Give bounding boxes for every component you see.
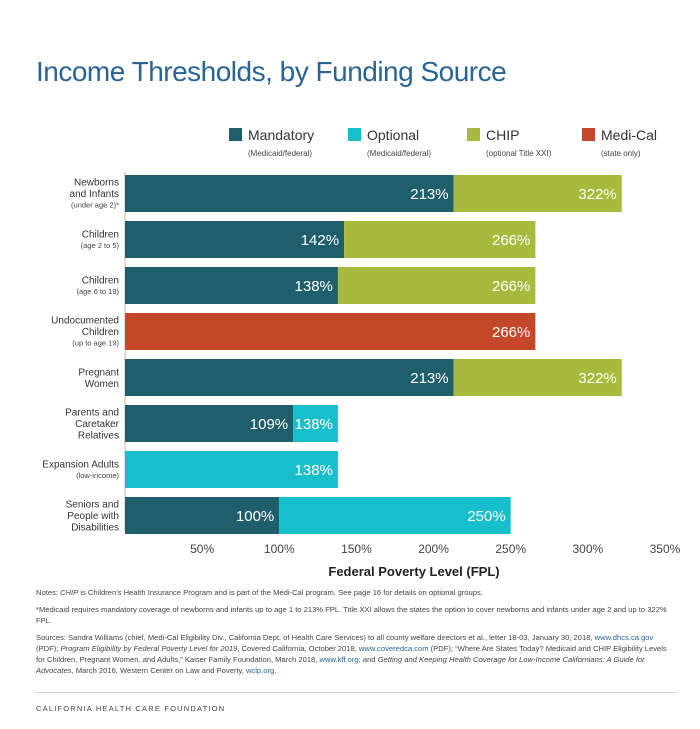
note-chip-term: CHIP bbox=[60, 588, 79, 597]
x-axis-title: Federal Poverty Level (FPL) bbox=[328, 564, 499, 579]
bar-2-segment-chip bbox=[344, 221, 536, 258]
notes-section: Notes: CHIP is Children’s Health Insuran… bbox=[36, 587, 676, 682]
bar-5-label-chip: 322% bbox=[578, 370, 616, 387]
legend-sub-optional: (Medicaid/federal) bbox=[367, 149, 431, 158]
category-sublabel-3: (age 6 to 19) bbox=[76, 287, 119, 296]
source-text-c: , Covered California, October 2018, bbox=[237, 644, 359, 653]
category-label-6-line-1: Parents and bbox=[65, 408, 119, 419]
source-link-dhcs[interactable]: www.dhcs.ca.gov bbox=[594, 633, 654, 642]
bar-1-segment-mandatory bbox=[125, 175, 454, 212]
note-chip: Notes: CHIP is Children’s Health Insuran… bbox=[36, 587, 676, 598]
sources: Sources: Sandra Williams (chief, Medi-Ca… bbox=[36, 632, 676, 676]
category-label-6-line-2: Caretaker bbox=[75, 419, 120, 430]
x-tick-label-50: 50% bbox=[190, 542, 214, 556]
note-prefix: Notes: bbox=[36, 588, 61, 597]
bar-2-label-chip: 266% bbox=[492, 232, 530, 249]
category-sublabel-1: (under age 2)* bbox=[71, 201, 119, 210]
bar-5-segment-chip bbox=[453, 359, 622, 396]
category-sublabel-4: (up to age 19) bbox=[72, 339, 119, 348]
chart-title: Income Thresholds, by Funding Source bbox=[36, 56, 507, 87]
x-tick-label-250: 250% bbox=[495, 542, 526, 556]
source-text-d: (PDF); “Where Are States Today? Medicaid… bbox=[36, 644, 667, 664]
legend-swatch-medi_cal bbox=[582, 128, 595, 141]
bar-6-segment-mandatory bbox=[125, 405, 294, 442]
bar-3-segment-chip bbox=[337, 267, 536, 304]
bar-8-label-mandatory: 100% bbox=[236, 508, 274, 525]
category-label-3-line-1: Children bbox=[82, 275, 119, 286]
bar-3-segment-mandatory bbox=[125, 267, 338, 304]
bar-1-label-mandatory: 213% bbox=[410, 186, 448, 203]
bar-2-label-mandatory: 142% bbox=[301, 232, 339, 249]
note-chip-text: is Children’s Health Insurance Program a… bbox=[78, 588, 483, 597]
bar-4-label-medi_cal: 266% bbox=[492, 324, 530, 341]
footer-divider bbox=[36, 692, 676, 693]
source-link-wclp[interactable]: wclp.org bbox=[245, 666, 275, 675]
legend-sub-chip: (optional Title XXI) bbox=[486, 149, 552, 158]
category-label-6-line-3: Relatives bbox=[78, 431, 119, 442]
bar-2-segment-mandatory bbox=[125, 221, 345, 258]
source-text-g: . bbox=[274, 666, 277, 675]
bar-6-label-optional: 138% bbox=[295, 416, 333, 433]
source-text-b: (PDF); bbox=[36, 644, 61, 653]
category-label-4-line-2: Children bbox=[82, 327, 119, 338]
x-tick-label-350: 350% bbox=[650, 542, 681, 556]
category-label-7-line-1: Expansion Adults bbox=[42, 459, 119, 470]
category-label-5-line-2: Women bbox=[85, 379, 119, 390]
legend-label-medi_cal: Medi-Cal bbox=[601, 127, 657, 143]
bar-7-segment-optional bbox=[125, 451, 338, 488]
source-text-a: Sources: Sandra Williams (chief, Medi-Ca… bbox=[36, 633, 595, 642]
bar-7-label-optional: 138% bbox=[295, 462, 333, 479]
source-link-coveredca[interactable]: www.coveredca.com bbox=[358, 644, 429, 653]
source-title-1: Program Eligibility by Federal Poverty L… bbox=[60, 644, 238, 653]
category-sublabel-7: (low-income) bbox=[76, 471, 119, 480]
bar-8-label-optional: 250% bbox=[467, 508, 505, 525]
source-link-kff[interactable]: www.kff.org bbox=[319, 655, 359, 664]
bar-1-label-chip: 322% bbox=[578, 186, 616, 203]
source-title-2: Getting and Keeping Health Coverage for … bbox=[36, 655, 645, 675]
legend-label-optional: Optional bbox=[367, 127, 419, 143]
bar-5-segment-mandatory bbox=[125, 359, 454, 396]
legend-swatch-mandatory bbox=[229, 128, 242, 141]
source-text-f: , March 2016, Western Center on Law and … bbox=[71, 666, 246, 675]
category-label-1-line-2: and Infants bbox=[70, 189, 119, 200]
category-label-5-line-1: Pregnant bbox=[78, 367, 119, 378]
legend-swatch-optional bbox=[348, 128, 361, 141]
category-sublabel-2: (age 2 to 5) bbox=[81, 241, 120, 250]
bar-6-label-mandatory: 109% bbox=[250, 416, 288, 433]
legend-swatch-chip bbox=[467, 128, 480, 141]
category-label-2-line-1: Children bbox=[82, 229, 119, 240]
legend-sub-medi_cal: (state only) bbox=[601, 149, 641, 158]
source-text-e: ; and bbox=[358, 655, 378, 664]
legend-label-chip: CHIP bbox=[486, 127, 519, 143]
bar-8-segment-mandatory bbox=[125, 497, 280, 534]
category-label-8-line-2: People with bbox=[67, 511, 119, 522]
bar-chart: Mandatory (Medicaid/federal) Optional (Medi… bbox=[42, 127, 681, 579]
category-label-8-line-3: Disabilities bbox=[71, 523, 119, 534]
bar-1-segment-chip bbox=[453, 175, 622, 212]
x-tick-label-100: 100% bbox=[264, 542, 295, 556]
bar-3-label-chip: 266% bbox=[492, 278, 530, 295]
bar-4-segment-medi_cal bbox=[125, 313, 536, 350]
bar-5-label-mandatory: 213% bbox=[410, 370, 448, 387]
footer-org-name: CALIFORNIA HEALTH CARE FOUNDATION bbox=[36, 704, 226, 713]
category-label-8-line-1: Seniors and bbox=[66, 500, 119, 511]
legend-label-mandatory: Mandatory bbox=[248, 127, 314, 143]
legend-sub-mandatory: (Medicaid/federal) bbox=[248, 149, 312, 158]
x-tick-label-300: 300% bbox=[572, 542, 603, 556]
x-tick-label-150: 150% bbox=[341, 542, 372, 556]
category-label-4-line-1: Undocumented bbox=[51, 316, 119, 327]
bar-6-segment-optional bbox=[293, 405, 338, 442]
category-label-1-line-1: Newborns bbox=[74, 178, 119, 189]
note-medicaid: *Medicaid requires mandatory coverage of… bbox=[36, 605, 667, 625]
x-tick-label-200: 200% bbox=[418, 542, 449, 556]
bar-8-segment-optional bbox=[279, 497, 511, 534]
bar-3-label-mandatory: 138% bbox=[295, 278, 333, 295]
